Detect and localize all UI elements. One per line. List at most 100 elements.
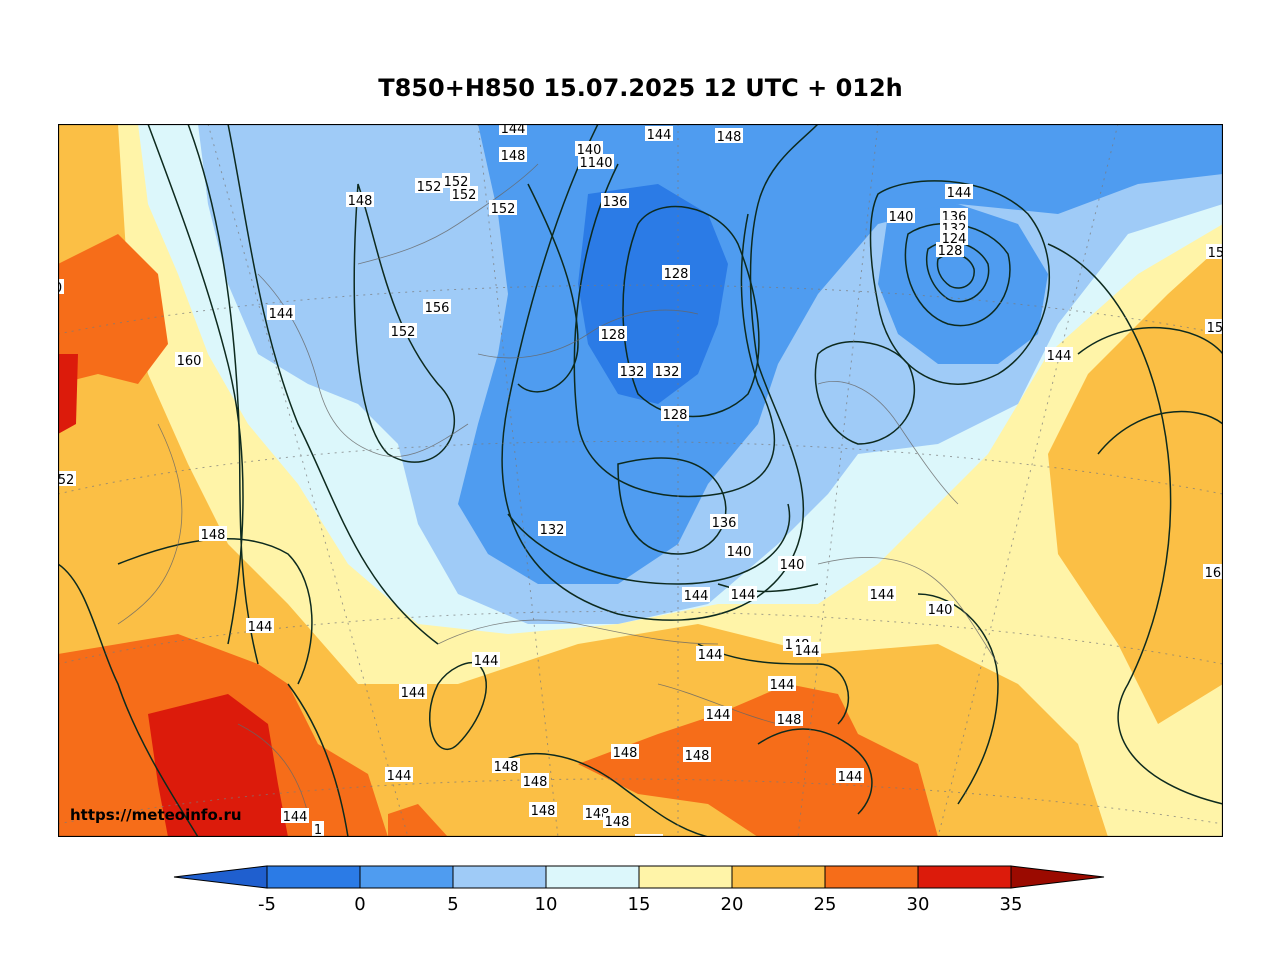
svg-text:144: 144 bbox=[501, 124, 526, 137]
contour-label: 156 bbox=[1205, 319, 1223, 336]
contour-label: 148 bbox=[499, 147, 527, 164]
legend-tick-label: 15 bbox=[628, 894, 651, 915]
contour-label: 144 bbox=[836, 768, 864, 785]
svg-text:144: 144 bbox=[795, 644, 820, 659]
contour-label: 152 bbox=[450, 186, 478, 203]
svg-text:132: 132 bbox=[620, 365, 645, 380]
contour-label: 148 bbox=[603, 813, 631, 830]
contour-label: 136 bbox=[601, 193, 629, 210]
contour-label: 140 bbox=[725, 543, 753, 560]
svg-text:156: 156 bbox=[1207, 321, 1223, 336]
map-title: T850+H850 15.07.2025 12 UTC + 012h bbox=[378, 74, 903, 102]
contour-label: 160 bbox=[1203, 564, 1223, 581]
svg-text:152: 152 bbox=[452, 188, 477, 203]
contour-label: 156 bbox=[423, 299, 451, 316]
svg-text:132: 132 bbox=[655, 365, 680, 380]
contour-label: 148 bbox=[611, 744, 639, 761]
color-legend: -5 0 5 10 15 20 25 30 35 bbox=[173, 865, 1105, 915]
contour-label: 140 bbox=[887, 208, 915, 225]
contour-label: 144 bbox=[385, 767, 413, 784]
contour-label: 128 bbox=[661, 406, 689, 423]
svg-text:144: 144 bbox=[248, 620, 273, 635]
contour-label: 144 bbox=[399, 684, 427, 701]
contour-label: 156 bbox=[1206, 244, 1223, 261]
svg-text:144: 144 bbox=[838, 770, 863, 785]
contour-label: 136 bbox=[710, 514, 738, 531]
contour-label: 132 bbox=[653, 363, 681, 380]
legend-tick-label: 35 bbox=[1000, 894, 1023, 915]
svg-text:144: 144 bbox=[283, 810, 308, 825]
svg-text:148: 148 bbox=[717, 130, 742, 145]
svg-text:148: 148 bbox=[494, 760, 519, 775]
svg-text:0: 0 bbox=[58, 281, 62, 296]
weather-map: 144 148 140 1 140 144 148 152 152 152 152 148 136 144… bbox=[58, 124, 1223, 837]
svg-text:144: 144 bbox=[401, 686, 426, 701]
legend-bin bbox=[824, 865, 919, 889]
svg-text:144: 144 bbox=[1047, 349, 1072, 364]
svg-text:128: 128 bbox=[601, 328, 626, 343]
contour-label: 0 bbox=[58, 279, 64, 296]
svg-text:144: 144 bbox=[731, 588, 756, 603]
svg-text:52: 52 bbox=[58, 473, 74, 488]
temp-band-30-35-south bbox=[148, 694, 288, 837]
svg-text:128: 128 bbox=[938, 244, 963, 259]
contour-label: 148 bbox=[199, 526, 227, 543]
contour-label: 132 bbox=[538, 521, 566, 538]
svg-text:148: 148 bbox=[613, 746, 638, 761]
contour-label: 140 bbox=[926, 601, 954, 618]
svg-text:148: 148 bbox=[685, 749, 710, 764]
svg-text:136: 136 bbox=[712, 516, 737, 531]
svg-text:152: 152 bbox=[391, 325, 416, 340]
contour-label: 144 bbox=[868, 586, 896, 603]
legend-tick-label: 0 bbox=[354, 894, 365, 915]
source-credit: https://meteoinfo.ru bbox=[70, 806, 242, 824]
svg-text:144: 144 bbox=[698, 648, 723, 663]
svg-text:148: 148 bbox=[777, 713, 802, 728]
contour-label: 152 bbox=[389, 323, 417, 340]
legend-below-min-arrow bbox=[173, 865, 268, 889]
contour-label: 160 bbox=[175, 352, 203, 369]
svg-text:144: 144 bbox=[770, 678, 795, 693]
svg-text:152: 152 bbox=[491, 202, 516, 217]
svg-text:144: 144 bbox=[647, 128, 672, 143]
legend-bin bbox=[359, 865, 454, 889]
legend-tick-label: 30 bbox=[907, 894, 930, 915]
legend-bin bbox=[266, 865, 361, 889]
svg-text:144: 144 bbox=[706, 708, 731, 723]
contour-label: 144 bbox=[1045, 347, 1073, 364]
svg-text:140: 140 bbox=[727, 545, 752, 560]
contour-label: 128 bbox=[599, 326, 627, 343]
legend-tick-label: -5 bbox=[258, 894, 276, 915]
contour-label: 52 bbox=[58, 471, 76, 488]
legend-tick-label: 20 bbox=[721, 894, 744, 915]
legend-above-max-arrow bbox=[1010, 865, 1105, 889]
legend-bin bbox=[638, 865, 733, 889]
svg-text:160: 160 bbox=[177, 354, 202, 369]
temp-band-25-30-west bbox=[58, 234, 168, 384]
legend-tick-label: 25 bbox=[814, 894, 837, 915]
svg-text:128: 128 bbox=[664, 267, 689, 282]
legend-tick-label: 5 bbox=[447, 894, 458, 915]
coastline-lines bbox=[117, 163, 999, 815]
contour-label: 144 bbox=[267, 305, 295, 322]
legend-bin bbox=[545, 865, 640, 889]
contour-label: 148 bbox=[775, 711, 803, 728]
contour-label: 144 bbox=[499, 124, 527, 137]
svg-text:160: 160 bbox=[1205, 566, 1223, 581]
graticule bbox=[58, 124, 1223, 837]
contour-labels: 144 148 140 1 140 144 148 152 152 152 152 148 136 144… bbox=[58, 124, 1223, 837]
svg-text:124: 124 bbox=[942, 232, 967, 247]
svg-text:140: 140 bbox=[889, 210, 914, 225]
contour-label: 148 bbox=[492, 758, 520, 775]
svg-text:144: 144 bbox=[269, 307, 294, 322]
svg-text:148: 148 bbox=[348, 194, 373, 209]
svg-text:1: 1 bbox=[314, 823, 322, 837]
legend-bin bbox=[917, 865, 1012, 889]
svg-text:152: 152 bbox=[417, 180, 442, 195]
temp-band-0-5-east bbox=[878, 204, 1048, 364]
geopotential-isolines bbox=[58, 124, 1223, 837]
svg-text:156: 156 bbox=[425, 301, 450, 316]
contour-label: 148 bbox=[521, 773, 549, 790]
contour-label: 124 bbox=[940, 230, 968, 247]
svg-text:132: 132 bbox=[540, 523, 565, 538]
